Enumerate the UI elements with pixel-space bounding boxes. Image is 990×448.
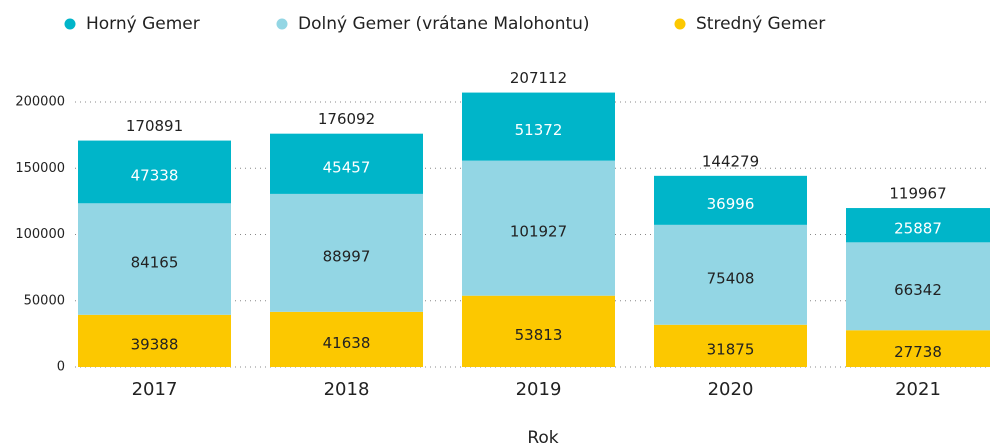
legend-marker xyxy=(276,18,288,30)
x-tick-label: 2020 xyxy=(708,379,754,400)
legend-marker xyxy=(674,18,686,30)
value-label: 25887 xyxy=(894,220,942,238)
total-label: 207112 xyxy=(510,69,567,87)
total-label: 176092 xyxy=(318,110,375,128)
x-tick-label: 2017 xyxy=(132,379,178,400)
bar-segment xyxy=(654,224,807,325)
bar-segment xyxy=(846,208,990,243)
y-tick-label: 150000 xyxy=(15,161,65,176)
bar-segment xyxy=(846,330,990,367)
bar-segment xyxy=(462,92,615,161)
legend-label: Dolný Gemer (vrátane Malohontu) xyxy=(298,14,590,34)
total-label: 119967 xyxy=(889,185,946,203)
value-label: 27738 xyxy=(894,343,942,361)
legend-label: Horný Gemer xyxy=(86,14,200,34)
bar-segment xyxy=(846,242,990,331)
value-label: 51372 xyxy=(515,121,563,139)
value-label: 45457 xyxy=(323,158,371,176)
y-tick-label: 50000 xyxy=(24,293,65,308)
y-tick-label: 0 xyxy=(57,360,65,375)
bar-segment xyxy=(78,140,231,204)
y-tick-label: 200000 xyxy=(15,95,65,110)
x-tick-label: 2019 xyxy=(516,379,562,400)
value-label: 84165 xyxy=(131,254,179,272)
total-label: 170891 xyxy=(126,117,183,135)
value-label: 36996 xyxy=(707,195,755,213)
value-label: 47338 xyxy=(131,166,179,184)
legend-label: Stredný Gemer xyxy=(696,14,825,34)
bar-segment xyxy=(270,311,423,367)
legend-marker xyxy=(64,18,76,30)
value-label: 75408 xyxy=(707,269,755,287)
bar-segment xyxy=(654,175,807,225)
x-axis-label: Rok xyxy=(527,428,558,448)
value-label: 101927 xyxy=(510,223,567,241)
value-label: 53813 xyxy=(515,326,563,344)
bar-segment xyxy=(78,314,231,367)
bar-segment xyxy=(462,295,615,367)
value-label: 88997 xyxy=(323,247,371,265)
bar-segment xyxy=(654,324,807,367)
y-tick-label: 100000 xyxy=(15,227,65,242)
value-label: 31875 xyxy=(707,340,755,358)
bar-segment xyxy=(270,133,423,194)
bar-segment xyxy=(270,193,423,312)
value-label: 39388 xyxy=(131,335,179,353)
total-label: 144279 xyxy=(702,152,759,170)
value-label: 41638 xyxy=(323,334,371,352)
x-tick-label: 2018 xyxy=(324,379,370,400)
bar-segment xyxy=(78,203,231,315)
bar-segment xyxy=(462,160,615,296)
x-tick-label: 2021 xyxy=(895,379,941,400)
value-label: 66342 xyxy=(894,281,942,299)
